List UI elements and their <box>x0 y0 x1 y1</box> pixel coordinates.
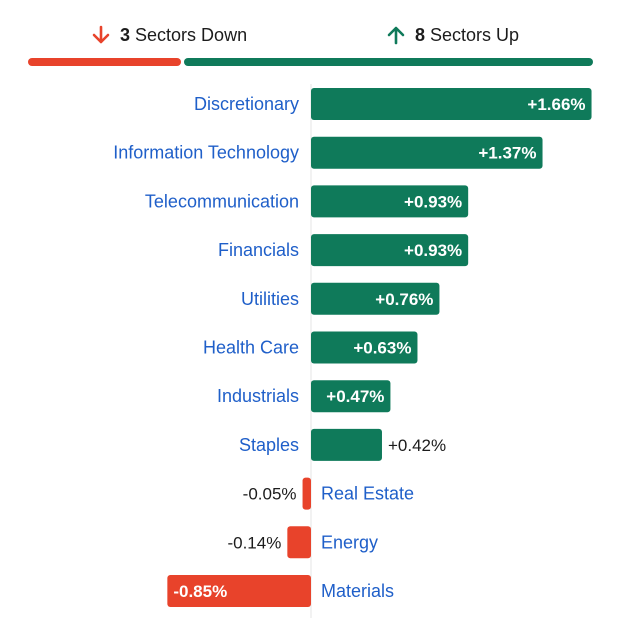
value-label-2: +0.93% <box>404 192 462 211</box>
bar-2 <box>311 185 469 218</box>
arrow-down-icon <box>92 25 110 44</box>
value-label-0: +1.66% <box>527 95 585 114</box>
value-label-4: +0.76% <box>375 290 433 309</box>
category-label-1: Information Technology <box>113 143 299 163</box>
value-label-10: -0.85% <box>173 582 227 601</box>
value-label-5: +0.63% <box>353 339 411 358</box>
bar-6 <box>311 380 391 413</box>
sectors-up-bar <box>184 58 593 66</box>
bar-5 <box>311 331 418 364</box>
value-label-3: +0.93% <box>404 241 462 260</box>
sectors-down-summary: 3 Sectors Down <box>90 24 247 46</box>
bar-3 <box>311 234 469 267</box>
category-label-9: Energy <box>321 532 378 552</box>
value-label-1: +1.37% <box>478 144 536 163</box>
sectors-down-text: Sectors Down <box>135 24 248 45</box>
category-label-10: Materials <box>321 581 394 601</box>
sectors-up-text: Sectors Up <box>430 24 520 45</box>
bar-10 <box>167 575 311 607</box>
value-label-6: +0.47% <box>326 387 384 406</box>
bar-1 <box>311 136 543 169</box>
sectors-down-count: 3 <box>120 24 131 45</box>
bar-0 <box>311 88 592 120</box>
sectors-up-count: 8 <box>415 24 426 45</box>
bar-4 <box>311 282 440 315</box>
arrow-up-icon <box>387 26 405 45</box>
sector-summary: 3 Sectors Down 8 Sectors Up <box>0 0 626 70</box>
category-label-3: Financials <box>218 240 299 260</box>
sectors-up-summary: 8 Sectors Up <box>385 24 519 46</box>
bar-8 <box>302 477 311 510</box>
value-label-7: +0.42% <box>388 436 446 455</box>
bar-9 <box>287 526 311 559</box>
value-label-9: -0.14% <box>227 533 281 552</box>
bar-7 <box>311 428 382 461</box>
value-label-8: -0.05% <box>243 485 297 504</box>
sectors-down-bar <box>28 58 182 66</box>
category-label-4: Utilities <box>241 289 299 309</box>
category-label-5: Health Care <box>203 338 299 358</box>
category-label-8: Real Estate <box>321 484 414 504</box>
category-label-0: Discretionary <box>194 94 299 114</box>
category-label-6: Industrials <box>217 386 299 406</box>
category-label-7: Staples <box>239 435 299 455</box>
category-label-2: Telecommunication <box>145 191 299 211</box>
